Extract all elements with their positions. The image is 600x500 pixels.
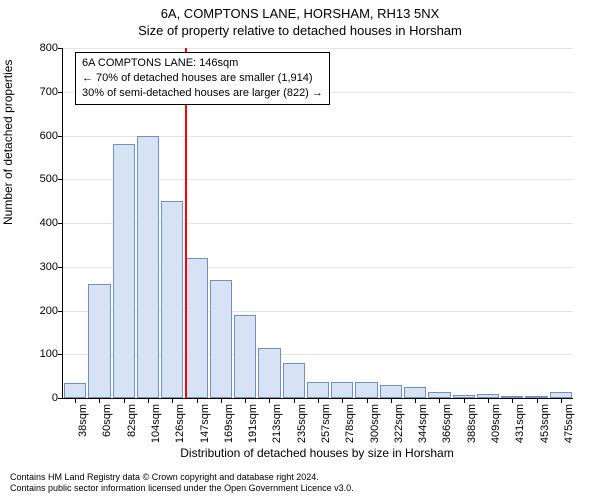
x-tick [124, 398, 125, 403]
y-tick-label: 200 [18, 305, 58, 317]
legend-line-2: ← 70% of detached houses are smaller (1,… [82, 71, 323, 86]
y-tick [58, 311, 63, 312]
x-tick-label: 322sqm [393, 404, 405, 454]
x-tick [318, 398, 319, 403]
x-tick [99, 398, 100, 403]
x-tick-label: 104sqm [150, 404, 162, 454]
x-tick-label: 475sqm [563, 404, 575, 454]
bar [355, 382, 377, 398]
x-tick-label: 60sqm [101, 404, 113, 454]
bar [307, 382, 329, 398]
x-tick-label: 366sqm [441, 404, 453, 454]
x-tick [488, 398, 489, 403]
x-tick-label: 431sqm [514, 404, 526, 454]
bar [113, 144, 135, 398]
y-tick-label: 300 [18, 261, 58, 273]
x-tick-label: 257sqm [320, 404, 332, 454]
x-tick-label: 82sqm [126, 404, 138, 454]
y-tick-label: 600 [18, 130, 58, 142]
title-main: 6A, COMPTONS LANE, HORSHAM, RH13 5NX [0, 0, 600, 21]
y-tick [58, 267, 63, 268]
footer-line-2: Contains public sector information licen… [10, 483, 354, 494]
y-tick [58, 136, 63, 137]
bar [404, 387, 426, 398]
x-tick [342, 398, 343, 403]
bar [283, 363, 305, 398]
bar [234, 315, 256, 398]
bar [331, 382, 353, 398]
y-tick [58, 92, 63, 93]
x-tick [367, 398, 368, 403]
bar [64, 383, 86, 398]
bar [88, 284, 110, 398]
chart-container: 6A, COMPTONS LANE, HORSHAM, RH13 5NX Siz… [0, 0, 600, 500]
bar [161, 201, 183, 398]
x-tick [172, 398, 173, 403]
x-tick-label: 126sqm [174, 404, 186, 454]
x-tick [415, 398, 416, 403]
y-tick-label: 100 [18, 348, 58, 360]
x-tick-label: 147sqm [199, 404, 211, 454]
legend-box: 6A COMPTONS LANE: 146sqm ← 70% of detach… [75, 52, 330, 105]
legend-line-1: 6A COMPTONS LANE: 146sqm [82, 56, 323, 71]
x-tick [221, 398, 222, 403]
x-tick-label: 38sqm [77, 404, 89, 454]
bar [380, 385, 402, 398]
x-tick-label: 344sqm [417, 404, 429, 454]
x-tick-label: 453sqm [539, 404, 551, 454]
grid-line [63, 48, 573, 49]
y-tick [58, 398, 63, 399]
footer: Contains HM Land Registry data © Crown c… [10, 472, 354, 495]
x-tick [561, 398, 562, 403]
x-tick-label: 213sqm [271, 404, 283, 454]
plot-area: 6A COMPTONS LANE: 146sqm ← 70% of detach… [62, 48, 573, 399]
x-tick [391, 398, 392, 403]
x-tick [75, 398, 76, 403]
y-tick [58, 48, 63, 49]
x-tick [269, 398, 270, 403]
bar [185, 258, 207, 398]
x-tick [512, 398, 513, 403]
bar [210, 280, 232, 398]
x-tick [294, 398, 295, 403]
x-tick [148, 398, 149, 403]
x-tick-label: 191sqm [247, 404, 259, 454]
y-tick-label: 400 [18, 217, 58, 229]
x-tick [439, 398, 440, 403]
y-tick-label: 500 [18, 173, 58, 185]
x-tick-label: 169sqm [223, 404, 235, 454]
legend-line-3: 30% of semi-detached houses are larger (… [82, 86, 323, 101]
x-tick [537, 398, 538, 403]
x-tick [245, 398, 246, 403]
y-tick [58, 223, 63, 224]
x-tick-label: 388sqm [466, 404, 478, 454]
y-tick [58, 354, 63, 355]
x-tick-label: 409sqm [490, 404, 502, 454]
y-tick-label: 800 [18, 42, 58, 54]
y-tick [58, 179, 63, 180]
y-tick-label: 0 [18, 392, 58, 404]
x-tick [197, 398, 198, 403]
y-axis-label: Number of detached properties [1, 60, 15, 225]
footer-line-1: Contains HM Land Registry data © Crown c… [10, 472, 354, 483]
x-tick-label: 300sqm [369, 404, 381, 454]
y-tick-label: 700 [18, 86, 58, 98]
x-tick-label: 235sqm [296, 404, 308, 454]
x-tick [464, 398, 465, 403]
bar [258, 348, 280, 398]
title-sub: Size of property relative to detached ho… [0, 21, 600, 38]
x-tick-label: 278sqm [344, 404, 356, 454]
bar [137, 136, 159, 399]
